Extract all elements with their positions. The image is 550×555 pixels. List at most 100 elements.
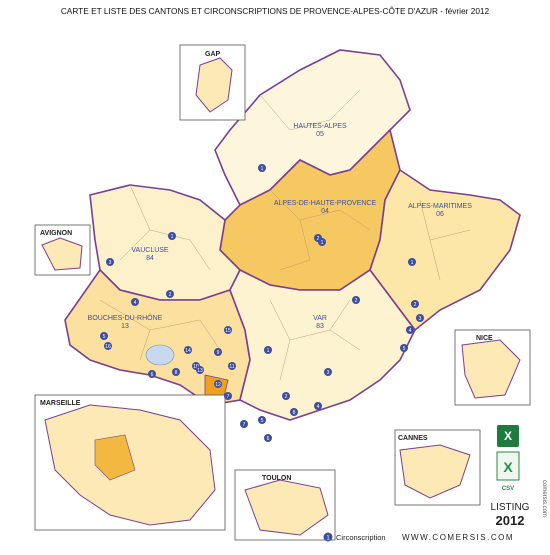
circonscription-marker — [408, 258, 416, 266]
department-name: VAUCLUSE — [131, 247, 169, 254]
circonscription-number: 13 — [197, 368, 203, 374]
department-code: 05 — [316, 131, 324, 138]
department-code: 13 — [121, 323, 129, 330]
circonscription-marker — [264, 346, 272, 354]
inset-map — [195, 57, 233, 113]
circonscription-number: 1 — [267, 348, 270, 354]
listing-year: 2012 — [496, 513, 525, 528]
circonscription-number: 12 — [215, 382, 221, 388]
department-name: BOUCHES-DU-RHÔNE — [88, 313, 163, 322]
circonscription-marker — [166, 290, 174, 298]
circonscription-marker — [106, 258, 114, 266]
circonscription-marker — [224, 326, 232, 334]
inset-name: NICE — [476, 335, 493, 342]
listing-label: LISTING — [491, 502, 530, 513]
insets — [34, 44, 531, 541]
inset-name: TOULON — [262, 475, 291, 482]
circonscription-marker — [264, 434, 272, 442]
csv-icon-letter: X — [503, 459, 513, 475]
inset-name: GAP — [205, 51, 221, 58]
site-url: WWW.COMERSIS.COM — [402, 533, 514, 542]
circonscription-marker — [406, 326, 414, 334]
circonscription-number: 9 — [217, 350, 220, 356]
circonscription-number: 1 — [411, 260, 414, 266]
csv-label: CSV — [502, 486, 514, 492]
etang-de-berre — [145, 344, 175, 366]
circonscription-marker — [258, 416, 266, 424]
legend-marker-label: 1 — [326, 536, 330, 542]
circonscription-number: 1 — [261, 166, 264, 172]
circonscription-number: 10 — [193, 364, 199, 370]
circonscription-number: 8 — [293, 410, 296, 416]
inset-name: MARSEILLE — [40, 400, 81, 407]
title: CARTE ET LISTE DES CANTONS ET CIRCONSCRI… — [61, 6, 490, 16]
circonscription-number: 4 — [317, 404, 320, 410]
circonscription-marker — [324, 368, 332, 376]
department-shape — [229, 268, 416, 421]
circonscription-marker — [131, 298, 139, 306]
inset-map — [399, 444, 471, 499]
inset-name: CANNES — [398, 435, 428, 442]
circonscription-number: 5 — [261, 418, 264, 424]
circonscription-marker — [290, 408, 298, 416]
circonscription-number: 14 — [185, 348, 191, 354]
excel-icon — [497, 425, 519, 447]
circonscription-number: 2 — [169, 292, 172, 298]
inset-map — [41, 237, 83, 271]
circonscription-number: 5 — [403, 346, 406, 352]
legend-marker — [323, 532, 333, 542]
circonscription-marker — [258, 164, 266, 172]
circonscription-number: 7 — [227, 394, 230, 400]
circonscription-marker — [214, 348, 222, 356]
inset-map — [244, 479, 329, 536]
circonscription-marker — [240, 420, 248, 428]
inset-map — [94, 434, 136, 481]
circonscription-marker — [318, 238, 326, 246]
legend-label: Circonscription — [336, 533, 386, 542]
side-credit: comersis.com — [541, 480, 547, 517]
circonscription-number: 1 — [171, 234, 174, 240]
circonscription-marker — [148, 370, 156, 378]
circonscription-number: 5 — [103, 334, 106, 340]
file-icons: X X CSV — [496, 425, 520, 492]
circonscription-number: 3 — [327, 370, 330, 376]
circonscription-marker — [100, 332, 108, 340]
department-name: ALPES-DE-HAUTE-PROVENCE — [274, 200, 377, 207]
circonscription-marker — [282, 392, 290, 400]
circonscription-number: 11 — [229, 364, 234, 370]
circonscription-marker — [228, 362, 236, 370]
circonscription-marker — [184, 346, 192, 354]
department-code: 04 — [321, 208, 329, 215]
circonscription-marker — [400, 344, 408, 352]
inset-name: AVIGNON — [40, 230, 72, 237]
excel-icon-letter: X — [504, 429, 512, 443]
department-code: 83 — [316, 323, 324, 330]
circonscription-number: 3 — [419, 316, 422, 322]
department-name: VAR — [313, 315, 327, 322]
region — [64, 49, 521, 421]
department-name: HAUTES-ALPES — [293, 123, 347, 130]
circonscription-marker — [352, 296, 360, 304]
circonscription-number: 2 — [285, 394, 288, 400]
circonscription-number: 2 — [317, 236, 320, 242]
circonscription-number: 6 — [151, 372, 154, 378]
circonscription-number: 4 — [409, 328, 412, 334]
department-name: ALPES-MARITIMES — [408, 203, 472, 210]
circonscription-marker — [104, 342, 112, 350]
circonscription-number: 8 — [175, 370, 178, 376]
circonscription-number: 6 — [267, 436, 270, 442]
circonscription-number: 2 — [414, 302, 417, 308]
csv-icon — [496, 451, 520, 481]
circonscription-number: 2 — [355, 298, 358, 304]
department-code: 06 — [436, 211, 444, 218]
circonscription-number: 1 — [321, 240, 324, 246]
inset-map — [461, 339, 521, 399]
circonscription-marker — [411, 300, 419, 308]
circonscription-number: 16 — [105, 344, 111, 350]
circonscription-marker — [224, 392, 232, 400]
inset-labels: GAP AVIGNON MARSEILLE TOULON CANNES NICE — [40, 51, 493, 482]
